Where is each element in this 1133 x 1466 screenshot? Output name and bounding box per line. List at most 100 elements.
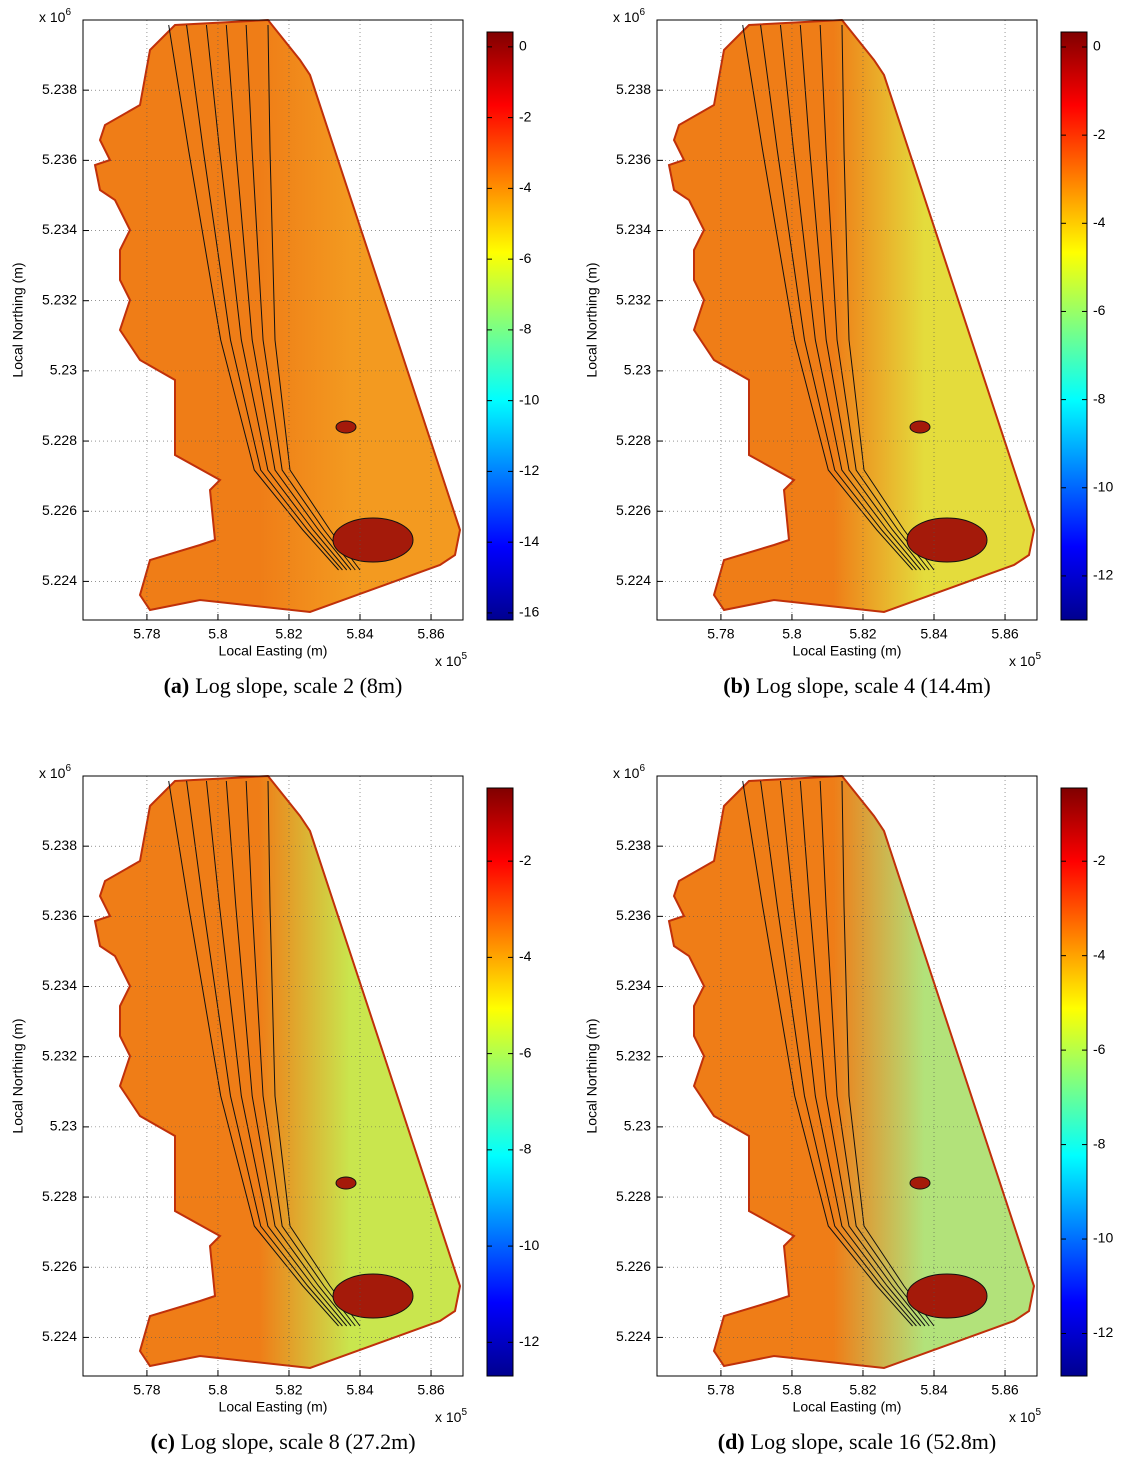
caption: (c) Log slope, scale 8 (27.2m) xyxy=(150,1429,415,1454)
y-tick-label: 5.234 xyxy=(616,977,651,993)
x-axis-label: Local Easting (m) xyxy=(793,643,902,659)
y-tick-label: 5.226 xyxy=(616,502,651,518)
y-tick-label: 5.228 xyxy=(42,1188,77,1204)
y-tick-label: 5.236 xyxy=(42,151,77,167)
y-tick-label: 5.234 xyxy=(42,977,77,993)
contour-line xyxy=(168,780,339,1327)
feature xyxy=(335,420,357,434)
x-multiplier: x 105 xyxy=(435,651,467,669)
feature xyxy=(909,420,931,434)
colorbar-tick-label: -8 xyxy=(519,321,532,337)
y-tick-label: 5.226 xyxy=(616,1258,651,1274)
y-multiplier: x 106 xyxy=(39,763,71,781)
contour-line xyxy=(186,780,343,1327)
y-tick-label: 5.224 xyxy=(42,1328,77,1344)
x-tick-label: 5.84 xyxy=(346,626,373,642)
map-surface xyxy=(667,774,1036,1370)
x-tick-label: 5.82 xyxy=(275,626,302,642)
y-tick-label: 5.228 xyxy=(616,432,651,448)
x-tick-label: 5.86 xyxy=(991,1382,1018,1398)
colorbar-tick-label: -2 xyxy=(1093,852,1106,868)
x-axis-label: Local Easting (m) xyxy=(219,1399,328,1415)
contour-line xyxy=(205,780,348,1327)
caption-label: (b) xyxy=(723,673,750,698)
x-tick-label: 5.78 xyxy=(133,1382,160,1398)
x-tick-label: 5.86 xyxy=(417,626,444,642)
colorbar-tick-label: -8 xyxy=(1093,390,1106,406)
contour-line xyxy=(742,24,913,571)
y-tick-label: 5.23 xyxy=(624,1118,651,1134)
axes-frame xyxy=(82,19,464,621)
y-tick-label: 5.232 xyxy=(42,1047,77,1063)
x-axis-label: Local Easting (m) xyxy=(793,1399,902,1415)
multiplier-exponent: 6 xyxy=(65,7,71,18)
colorbar-tick-label: -10 xyxy=(519,391,539,407)
caption-label: (d) xyxy=(718,1429,745,1454)
contour-line xyxy=(186,24,343,571)
y-axis-label: Local Northing (m) xyxy=(584,262,600,377)
contour-line xyxy=(205,24,348,571)
map-surface xyxy=(93,18,462,614)
multiplier-base: x 10 xyxy=(1009,1409,1036,1425)
colorbar-tick-label: -10 xyxy=(1093,1230,1113,1246)
colorbar xyxy=(486,31,514,621)
y-tick-label: 5.224 xyxy=(616,572,651,588)
y-multiplier: x 106 xyxy=(39,7,71,25)
colorbar-tick-label: -2 xyxy=(1093,126,1106,142)
panel: 5.78 5.8 5.82 5.84 5.86 5.224 5.226 5.228 5.23 5.… xyxy=(10,763,540,1454)
colorbar-tick-label: -4 xyxy=(1093,946,1106,962)
contour-line xyxy=(760,24,917,571)
seamount xyxy=(906,517,988,563)
y-tick-label: 5.232 xyxy=(616,291,651,307)
multiplier-exponent: 5 xyxy=(1035,651,1041,662)
colorbar-tick-label: -10 xyxy=(1093,478,1113,494)
caption: (a) Log slope, scale 2 (8m) xyxy=(164,673,403,698)
colorbar-tick-label: -2 xyxy=(519,852,532,868)
y-tick-label: 5.238 xyxy=(42,81,77,97)
x-tick-label: 5.84 xyxy=(920,626,947,642)
caption-label: (c) xyxy=(150,1429,174,1454)
y-tick-label: 5.224 xyxy=(616,1328,651,1344)
y-tick-label: 5.232 xyxy=(42,291,77,307)
panel: 5.78 5.8 5.82 5.84 5.86 5.224 5.226 5.228 5.23 5.… xyxy=(10,7,540,698)
x-tick-label: 5.8 xyxy=(782,1382,802,1398)
colorbar-tick-label: -4 xyxy=(1093,214,1106,230)
seamount xyxy=(906,1273,988,1319)
colorbar-tick-label: -12 xyxy=(519,1333,539,1349)
colorbar-tick-label: -4 xyxy=(519,179,532,195)
x-tick-label: 5.82 xyxy=(849,626,876,642)
contour-line xyxy=(819,24,930,571)
multiplier-exponent: 5 xyxy=(461,1407,467,1418)
y-tick-label: 5.228 xyxy=(42,432,77,448)
y-tick-label: 5.234 xyxy=(42,221,77,237)
contour-line xyxy=(799,780,926,1327)
y-tick-label: 5.236 xyxy=(616,151,651,167)
y-tick-label: 5.236 xyxy=(42,907,77,923)
colorbar-tick-label: -12 xyxy=(519,462,539,478)
caption-text: Log slope, scale 8 (27.2m) xyxy=(181,1429,416,1454)
colorbar xyxy=(1060,787,1088,1377)
y-tick-label: 5.226 xyxy=(42,1258,77,1274)
contour-line xyxy=(168,24,339,571)
contour-line xyxy=(799,24,926,571)
y-multiplier: x 106 xyxy=(613,7,645,25)
contour-line xyxy=(742,780,913,1327)
y-tick-label: 5.23 xyxy=(50,1118,77,1134)
y-tick-label: 5.232 xyxy=(616,1047,651,1063)
multiplier-base: x 10 xyxy=(435,1409,462,1425)
colorbar-tick-label: -12 xyxy=(1093,1324,1113,1340)
seamount xyxy=(332,1273,414,1319)
colorbar xyxy=(1060,31,1088,621)
colorbar-tick-label: -6 xyxy=(1093,1041,1106,1057)
colorbar-tick-label: -6 xyxy=(519,250,532,266)
colorbar-tick-label: 0 xyxy=(519,38,527,54)
contour-line xyxy=(245,24,356,571)
map-surface xyxy=(93,774,462,1370)
y-tick-label: 5.236 xyxy=(616,907,651,923)
multiplier-exponent: 5 xyxy=(1035,1407,1041,1418)
y-tick-label: 5.228 xyxy=(616,1188,651,1204)
colorbar-tick-label: -2 xyxy=(519,108,532,124)
caption: (b) Log slope, scale 4 (14.4m) xyxy=(723,673,991,698)
contour-line xyxy=(760,780,917,1327)
x-tick-label: 5.84 xyxy=(920,1382,947,1398)
